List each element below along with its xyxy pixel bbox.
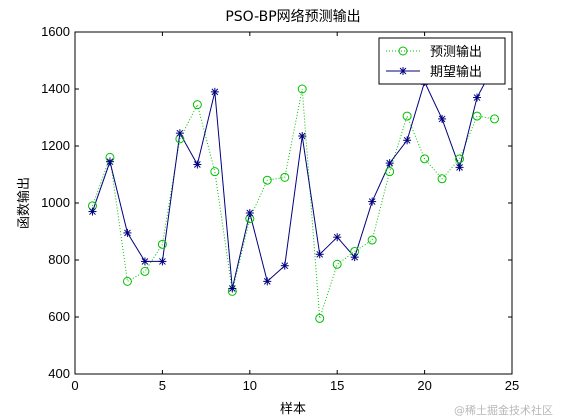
- data-point-predicted: [332, 259, 342, 269]
- data-point-expected: [280, 261, 289, 270]
- x-tick-label: 5: [159, 378, 166, 393]
- y-tick-label: 1400: [41, 81, 70, 96]
- data-point-predicted: [122, 276, 132, 286]
- data-point-expected: [438, 114, 447, 123]
- legend-label-predicted: 预测输出: [430, 44, 482, 60]
- chart-title: PSO-BP网络预测输出: [225, 9, 360, 25]
- y-tick-label: 1600: [41, 24, 70, 39]
- data-point-expected: [245, 208, 254, 217]
- legend: 预测输出 期望输出: [378, 37, 506, 85]
- legend-label-expected: 期望输出: [430, 64, 482, 80]
- data-point-predicted: [472, 111, 482, 121]
- data-point-predicted: [402, 111, 412, 121]
- data-point-predicted: [385, 167, 395, 177]
- data-point-expected: [105, 157, 114, 166]
- y-tick-label: 1200: [41, 138, 70, 153]
- data-point-predicted: [455, 154, 465, 164]
- data-point-expected: [350, 253, 359, 262]
- legend-marker-expected: [399, 67, 407, 75]
- data-point-predicted: [157, 239, 167, 249]
- data-point-predicted: [192, 100, 202, 110]
- y-tick-label: 1000: [41, 195, 70, 210]
- x-axis-label: 样本: [280, 402, 306, 417]
- data-point-expected: [403, 136, 412, 145]
- x-tick-label: 0: [71, 378, 78, 393]
- data-point-expected: [333, 233, 342, 242]
- data-point-expected: [210, 87, 219, 96]
- data-point-predicted: [315, 313, 325, 323]
- y-tick-label: 400: [48, 366, 70, 381]
- x-tick-label: 15: [330, 378, 344, 393]
- y-axis-label: 函数输出: [16, 177, 32, 229]
- data-point-expected: [88, 207, 97, 216]
- data-point-predicted: [262, 175, 272, 185]
- data-point-predicted: [437, 174, 447, 184]
- data-point-predicted: [210, 167, 220, 177]
- data-point-expected: [473, 93, 482, 102]
- data-point-expected: [175, 129, 184, 138]
- data-point-predicted: [280, 172, 290, 182]
- data-point-predicted: [140, 266, 150, 276]
- data-point-predicted: [420, 154, 430, 164]
- data-point-predicted: [490, 114, 500, 124]
- data-point-expected: [193, 160, 202, 169]
- data-point-expected: [368, 197, 377, 206]
- y-tick-label: 800: [48, 252, 70, 267]
- data-point-expected: [123, 228, 132, 237]
- x-tick-label: 25: [505, 378, 519, 393]
- data-point-expected: [263, 277, 272, 286]
- x-tick-label: 10: [243, 378, 257, 393]
- y-ticks: 400 600 800 1000 1200 1400 1600: [41, 24, 512, 381]
- data-point-expected: [140, 257, 149, 266]
- data-point-expected: [298, 132, 307, 141]
- data-point-expected: [228, 284, 237, 293]
- x-ticks: 0 5 10 15 20 25: [71, 32, 519, 393]
- legend-marker-predicted: [398, 46, 408, 56]
- x-tick-label: 20: [417, 378, 431, 393]
- data-point-predicted: [367, 235, 377, 245]
- data-point-predicted: [297, 84, 307, 94]
- data-point-expected: [158, 257, 167, 266]
- data-point-expected: [455, 163, 464, 172]
- legend-box: [378, 37, 506, 85]
- data-point-expected: [385, 159, 394, 168]
- data-point-expected: [315, 250, 324, 259]
- series-line-0: [92, 88, 495, 319]
- watermark: @稀土掘金技术社区: [454, 404, 553, 417]
- y-tick-label: 600: [48, 309, 70, 324]
